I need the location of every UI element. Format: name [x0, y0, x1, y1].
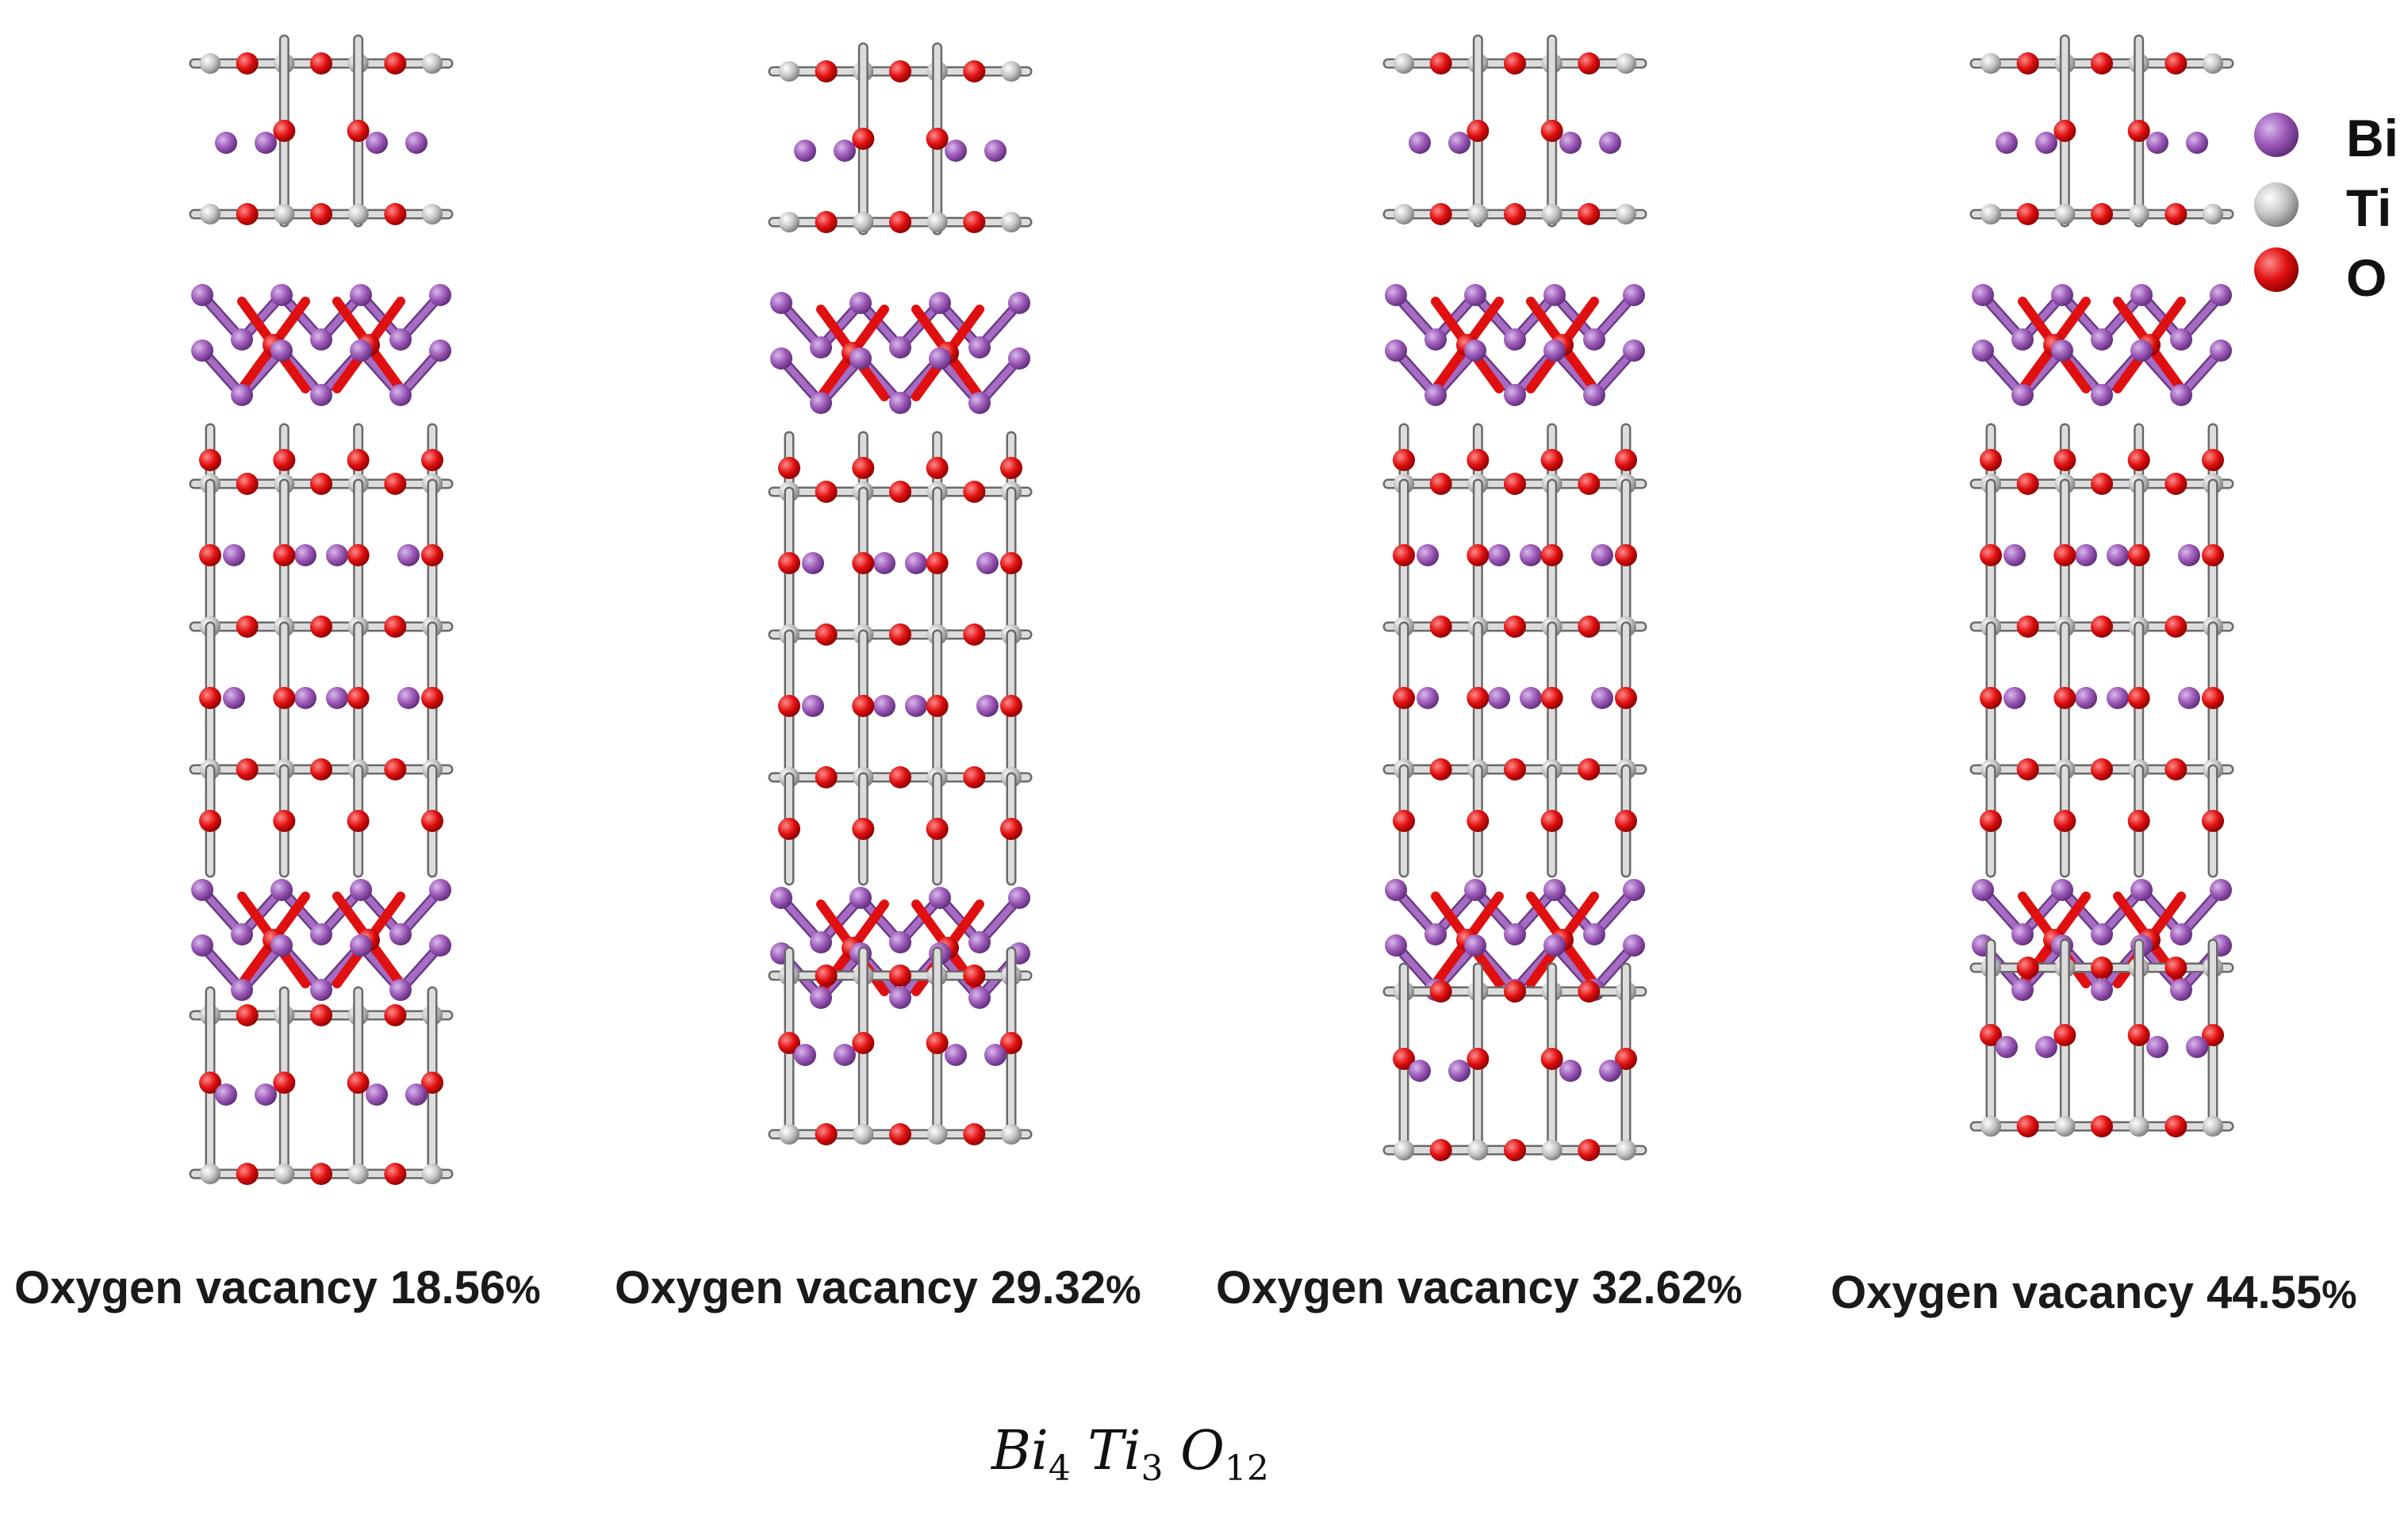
legend-label-bi: Bi: [2346, 109, 2398, 167]
caption-1-percent: %: [505, 1268, 541, 1312]
caption-2-percent: %: [1106, 1268, 1141, 1312]
caption-4-percent: %: [2322, 1272, 2357, 1317]
structure-18-56: [189, 34, 454, 1185]
formula-count-o: 12: [1224, 1448, 1269, 1489]
caption-3-text: Oxygen vacancy 32.62: [1216, 1262, 1708, 1314]
oxygen-legend-icon: [2254, 247, 2299, 292]
structure-29-32: [768, 42, 1033, 1145]
legend-label-ti: Ti: [2346, 178, 2392, 237]
caption-3-percent: %: [1707, 1268, 1743, 1312]
formula-count-bi: 4: [1048, 1448, 1071, 1489]
legend-label-o: O: [2346, 248, 2387, 307]
formula-element-o: O: [1180, 1420, 1225, 1482]
chemical-formula: Bi4 Ti3 O12: [991, 1420, 1269, 1489]
caption-2-text: Oxygen vacancy 29.32: [615, 1262, 1106, 1314]
bismuth-legend-icon: [2254, 113, 2299, 157]
caption-structure-2: Oxygen vacancy 29.32%: [615, 1261, 1141, 1314]
formula-element-ti: Ti: [1087, 1420, 1141, 1482]
structure-32-62: [1382, 34, 1647, 1161]
titanium-legend-icon: [2254, 182, 2299, 227]
caption-structure-4: Oxygen vacancy 44.55%: [1831, 1266, 2357, 1319]
caption-4-text: Oxygen vacancy 44.55: [1831, 1267, 2322, 1318]
caption-1-text: Oxygen vacancy 18.56: [14, 1262, 506, 1314]
formula-count-ti: 3: [1141, 1448, 1164, 1489]
structure-44-55: [1969, 34, 2234, 1137]
caption-structure-3: Oxygen vacancy 32.62%: [1216, 1261, 1743, 1314]
caption-structure-1: Oxygen vacancy 18.56%: [14, 1261, 541, 1314]
formula-element-bi: Bi: [991, 1420, 1049, 1482]
